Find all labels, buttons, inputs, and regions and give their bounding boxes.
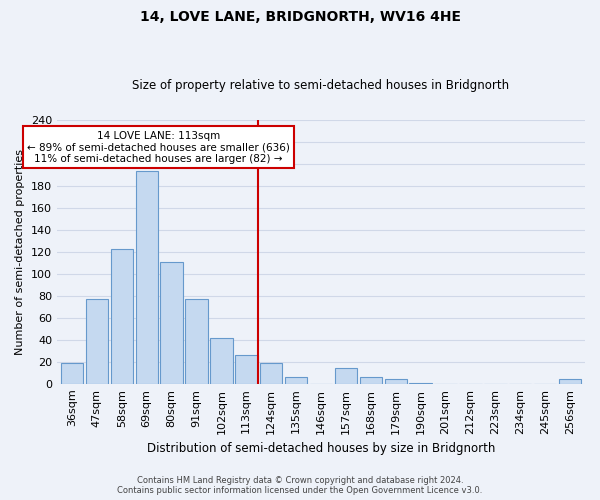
Bar bbox=[136, 172, 158, 384]
Bar bbox=[559, 380, 581, 384]
Bar bbox=[86, 299, 108, 384]
Bar bbox=[285, 377, 307, 384]
Bar bbox=[210, 338, 233, 384]
Bar bbox=[160, 262, 183, 384]
Y-axis label: Number of semi-detached properties: Number of semi-detached properties bbox=[16, 148, 25, 354]
Bar bbox=[61, 363, 83, 384]
Bar bbox=[335, 368, 357, 384]
Bar bbox=[235, 355, 257, 384]
Text: 14 LOVE LANE: 113sqm
← 89% of semi-detached houses are smaller (636)
11% of semi: 14 LOVE LANE: 113sqm ← 89% of semi-detac… bbox=[27, 130, 290, 164]
Text: 14, LOVE LANE, BRIDGNORTH, WV16 4HE: 14, LOVE LANE, BRIDGNORTH, WV16 4HE bbox=[139, 10, 461, 24]
Bar bbox=[385, 380, 407, 384]
Bar bbox=[185, 299, 208, 384]
Bar bbox=[110, 250, 133, 384]
Bar bbox=[359, 377, 382, 384]
Title: Size of property relative to semi-detached houses in Bridgnorth: Size of property relative to semi-detach… bbox=[133, 79, 509, 92]
X-axis label: Distribution of semi-detached houses by size in Bridgnorth: Distribution of semi-detached houses by … bbox=[147, 442, 495, 455]
Bar bbox=[260, 363, 283, 384]
Text: Contains HM Land Registry data © Crown copyright and database right 2024.
Contai: Contains HM Land Registry data © Crown c… bbox=[118, 476, 482, 495]
Bar bbox=[409, 382, 432, 384]
